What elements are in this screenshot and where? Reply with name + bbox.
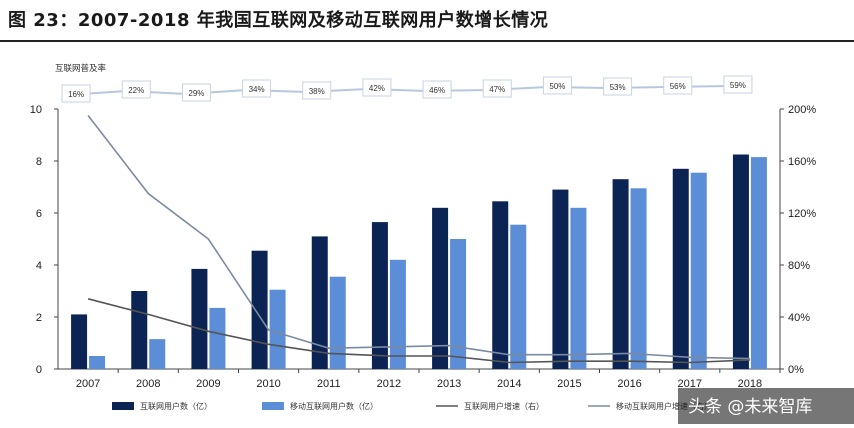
bar	[269, 289, 286, 369]
bar	[750, 157, 767, 369]
bar	[329, 276, 346, 369]
legend-layer: 互联网用户数（亿） 移动互联网用户数（亿） 互联网用户增速（右） 移动互联网用户增速（…	[112, 401, 712, 411]
penetration-value: 34%	[249, 85, 265, 94]
left-tick-label: 0	[36, 364, 42, 376]
bars-layer	[71, 154, 767, 369]
bar	[672, 168, 689, 369]
penetration-box	[61, 84, 91, 103]
title-divider	[0, 40, 854, 42]
penetration-box	[542, 76, 572, 95]
bar	[510, 224, 527, 369]
legend-label: 互联网用户数（亿）	[140, 401, 212, 411]
right-tick-label: 160%	[788, 156, 816, 168]
penetration-value: 46%	[429, 86, 445, 95]
series-line	[87, 115, 750, 360]
bar	[311, 236, 328, 369]
axes-layer: 0 2 4 6 8 10 0% 40% 80% 120% 160% 200% 2007 2008 2009 2…	[30, 104, 817, 390]
bar	[131, 291, 148, 369]
left-tick-label: 8	[36, 156, 42, 168]
series-line	[87, 298, 750, 364]
penetration-box	[302, 81, 332, 100]
bar	[450, 239, 467, 369]
bar	[149, 339, 166, 369]
x-tick-label: 2018	[738, 378, 762, 390]
penetration-value: 50%	[549, 82, 565, 91]
lines-layer	[87, 115, 750, 364]
bar	[371, 222, 388, 369]
legend-label: 移动互联网用户数（亿）	[290, 401, 378, 411]
left-tick-label: 6	[36, 208, 42, 220]
penetration-value: 47%	[489, 85, 505, 94]
bar	[89, 356, 106, 369]
x-tick-label: 2011	[317, 378, 341, 390]
watermark-text: 头条 @未来智库	[688, 397, 812, 417]
x-tick-label: 2010	[256, 378, 280, 390]
penetration-value: 38%	[309, 87, 325, 96]
bar	[191, 268, 208, 369]
legend-swatch	[112, 402, 134, 410]
left-tick-label: 4	[36, 260, 42, 272]
penetration-box	[482, 79, 512, 98]
bar	[630, 188, 647, 369]
bar	[612, 179, 629, 369]
penetration-box	[181, 83, 211, 102]
right-tick-label: 40%	[788, 312, 810, 324]
right-tick-label: 200%	[788, 104, 816, 116]
penetration-box	[242, 79, 272, 98]
watermark-bg	[678, 388, 854, 424]
bar	[389, 259, 406, 369]
penetration-label: 互联网普及率	[55, 63, 107, 74]
x-tick-label: 2017	[678, 378, 702, 390]
penetration-value: 22%	[128, 86, 144, 95]
penetration-layer: 互联网普及率 16% 22% 29% 34% 38% 42% 46% 47% 50% 53% 56% 5…	[55, 63, 753, 103]
bar	[492, 201, 509, 369]
x-tick-label: 2013	[437, 378, 461, 390]
penetration-box	[603, 77, 633, 96]
penetration-box	[362, 78, 392, 97]
x-tick-label: 2014	[497, 378, 521, 390]
penetration-value: 59%	[730, 81, 746, 90]
watermark-box: 头条 @未来智库	[678, 388, 854, 424]
left-tick-label: 2	[36, 312, 42, 324]
legend-label: 互联网用户增速（右）	[464, 401, 544, 411]
page-title: 图 23：2007-2018 年我国互联网及移动互联网用户数增长情况	[8, 10, 549, 31]
bar	[732, 154, 749, 369]
legend-label: 移动互联网用户增速（右）	[616, 401, 712, 411]
penetration-value: 42%	[369, 84, 385, 93]
right-tick-label: 0%	[788, 364, 804, 376]
bar	[552, 189, 569, 369]
x-tick-label: 2009	[196, 378, 220, 390]
penetration-box	[723, 75, 753, 94]
bar	[432, 207, 449, 369]
penetration-box	[121, 80, 151, 99]
bar	[690, 172, 707, 369]
penetration-value: 29%	[188, 89, 204, 98]
bar	[251, 250, 268, 369]
penetration-value: 53%	[610, 83, 626, 92]
bar	[570, 207, 587, 369]
x-tick-label: 2012	[377, 378, 401, 390]
penetration-box	[663, 76, 693, 95]
right-tick-label: 120%	[788, 208, 816, 220]
x-tick-label: 2015	[557, 378, 581, 390]
penetration-box	[422, 80, 452, 99]
penetration-value: 16%	[68, 90, 84, 99]
x-tick-label: 2016	[617, 378, 641, 390]
right-tick-label: 80%	[788, 260, 810, 272]
x-tick-label: 2008	[136, 378, 160, 390]
x-tick-label: 2007	[76, 378, 100, 390]
bar	[71, 314, 88, 369]
penetration-value: 56%	[670, 82, 686, 91]
bar	[209, 307, 226, 369]
left-tick-label: 10	[30, 104, 42, 116]
legend-swatch	[262, 402, 284, 410]
